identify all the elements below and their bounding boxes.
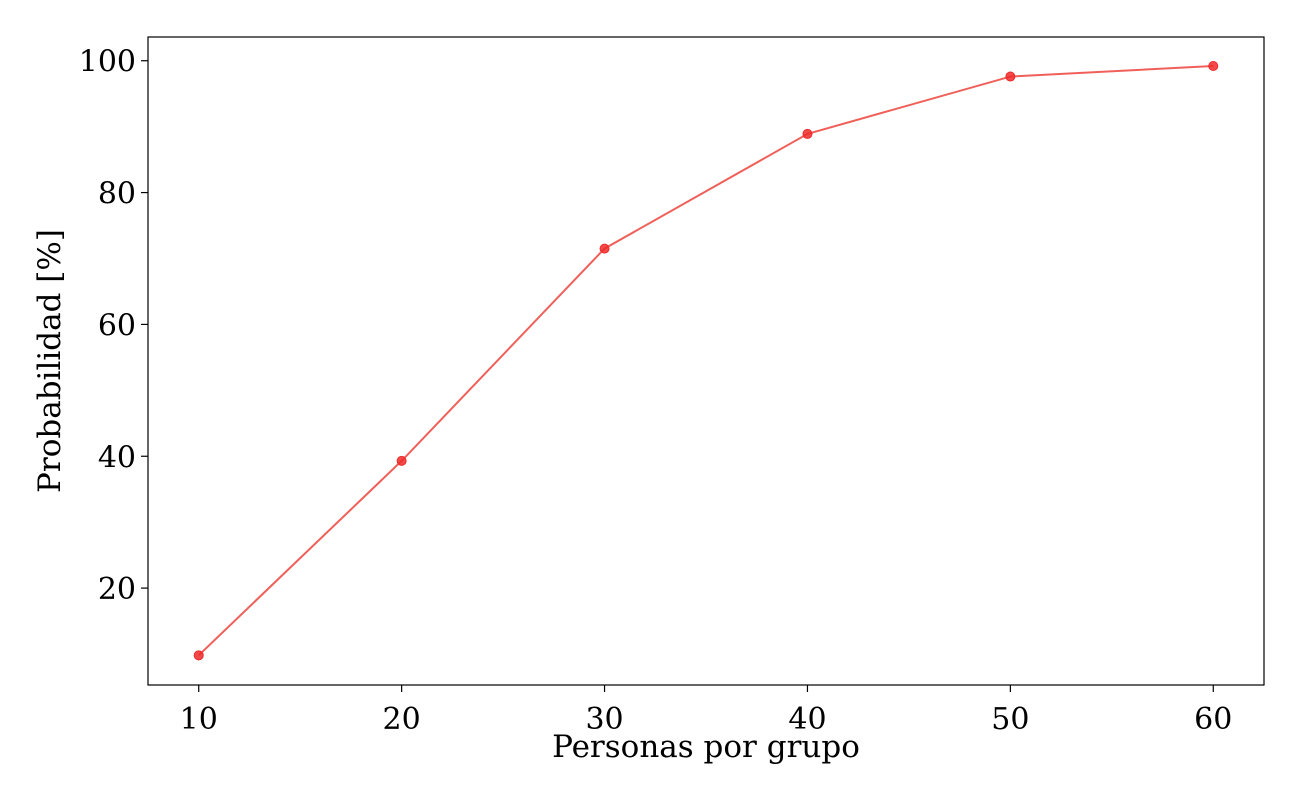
plot-frame [147,36,1265,686]
data-point [802,128,813,139]
x-tick-label: 20 [383,702,421,737]
x-tick-label: 60 [1194,702,1232,737]
data-point [193,650,204,661]
y-tick-label: 60 [98,308,136,343]
x-axis-label: Personas por grupo [552,729,860,765]
y-tick-label: 40 [98,440,136,475]
data-point [599,243,610,254]
y-tick-label: 100 [79,45,136,80]
x-tick-label: 50 [991,702,1029,737]
data-point [1208,61,1219,72]
x-tick-label: 10 [180,702,218,737]
y-tick-label: 80 [98,177,136,212]
data-point [396,455,407,466]
x-tick-label: 40 [788,702,826,737]
y-tick-label: 20 [98,572,136,607]
series-line [198,65,1214,657]
x-axis-ticks: 10 20 30 40 50 60 [180,685,1232,737]
data-point [1005,71,1016,82]
x-tick-label: 30 [585,702,623,737]
y-axis-label: Probabilidad [%] [32,229,68,493]
plot-marks [193,61,1219,661]
y-axis-ticks: 20 40 60 80 100 [79,45,148,607]
